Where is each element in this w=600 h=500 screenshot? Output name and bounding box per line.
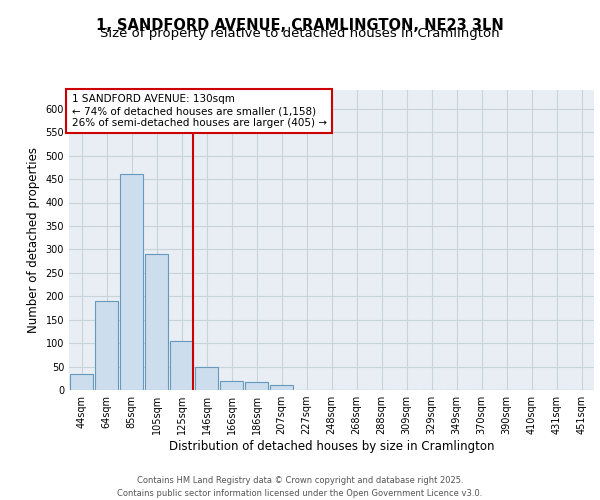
X-axis label: Distribution of detached houses by size in Cramlington: Distribution of detached houses by size … [169,440,494,453]
Y-axis label: Number of detached properties: Number of detached properties [27,147,40,333]
Bar [170,341,193,390]
Text: Contains HM Land Registry data © Crown copyright and database right 2025.
Contai: Contains HM Land Registry data © Crown c… [118,476,482,498]
Bar [70,374,94,390]
Bar [95,301,118,390]
Bar [119,174,143,390]
Bar [269,386,293,390]
Bar [245,382,268,390]
Text: Size of property relative to detached houses in Cramlington: Size of property relative to detached ho… [100,28,500,40]
Text: 1 SANDFORD AVENUE: 130sqm
← 74% of detached houses are smaller (1,158)
26% of se: 1 SANDFORD AVENUE: 130sqm ← 74% of detac… [71,94,326,128]
Bar [145,254,169,390]
Bar [220,380,244,390]
Bar [194,366,218,390]
Text: 1, SANDFORD AVENUE, CRAMLINGTON, NE23 3LN: 1, SANDFORD AVENUE, CRAMLINGTON, NE23 3L… [96,18,504,32]
